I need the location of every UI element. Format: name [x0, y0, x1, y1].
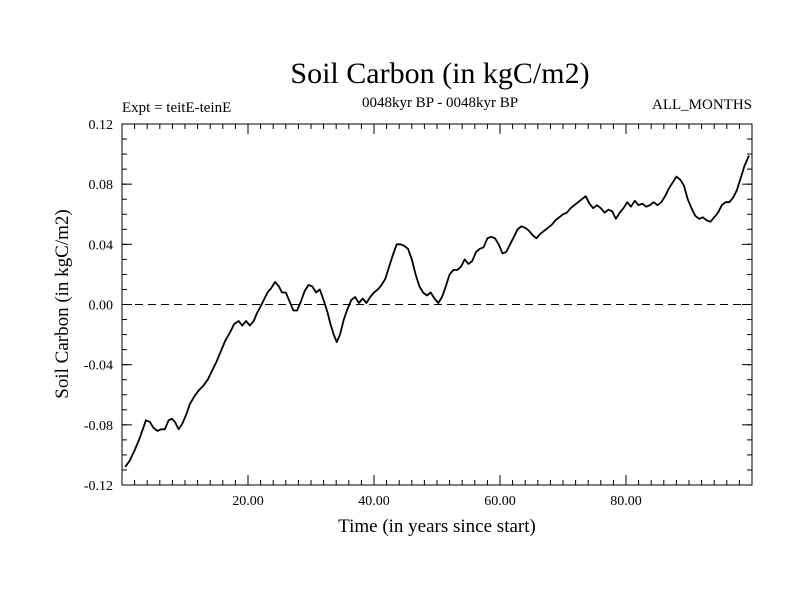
- x-axis-label: Time (in years since start): [338, 516, 536, 537]
- y-tick-label: 0.04: [89, 238, 114, 253]
- y-tick-label: -0.04: [84, 359, 113, 374]
- plot-frame: [121, 123, 753, 486]
- y-tick-label: -0.12: [84, 479, 113, 494]
- soil-carbon-series-line: [124, 155, 750, 468]
- months-label: ALL_MONTHS: [652, 97, 752, 113]
- x-tick-label: 20.00: [232, 494, 264, 509]
- x-tick-label: 60.00: [484, 494, 516, 509]
- y-axis-label: Soil Carbon (in kgC/m2): [52, 209, 73, 398]
- period-label: 0048kyr BP - 0048kyr BP: [362, 95, 518, 111]
- chart-title: Soil Carbon (in kgC/m2): [290, 57, 589, 90]
- x-tick-label: 80.00: [610, 494, 642, 509]
- y-tick-label: 0.08: [89, 178, 114, 193]
- y-tick-label: 0.12: [89, 118, 114, 133]
- experiment-label: Expt = teitE-teinE: [122, 100, 231, 116]
- y-tick-label: 0.00: [89, 299, 114, 314]
- x-tick-label: 40.00: [358, 494, 390, 509]
- y-tick-label: -0.08: [84, 419, 113, 434]
